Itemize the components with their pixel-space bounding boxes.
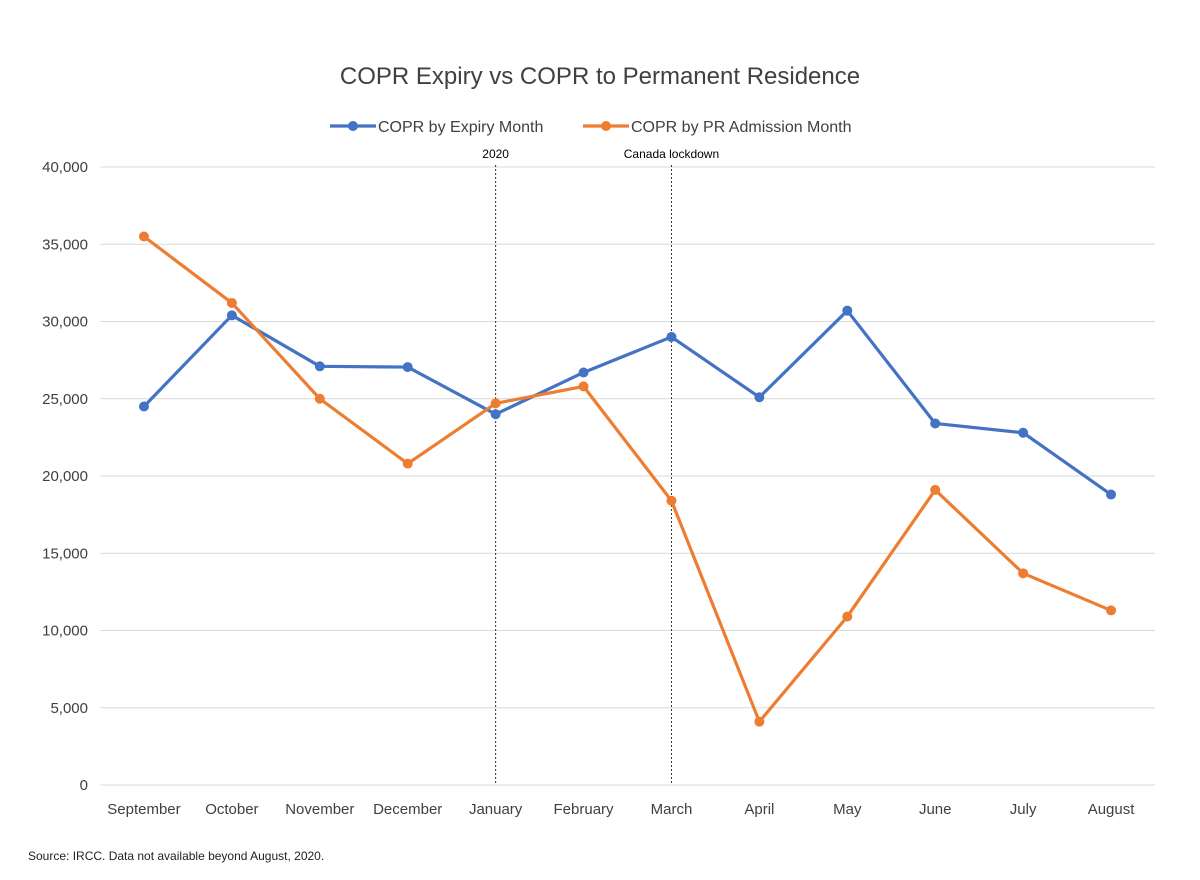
x-tick-label: July [1010, 801, 1037, 818]
data-point [490, 409, 501, 420]
data-point [314, 393, 325, 404]
chart-title: COPR Expiry vs COPR to Permanent Residen… [340, 63, 860, 90]
data-point [930, 418, 941, 429]
x-tick-label: February [554, 801, 615, 818]
legend-swatch-marker [601, 121, 611, 131]
data-point [226, 310, 237, 321]
data-point [578, 367, 589, 378]
data-point [754, 716, 765, 727]
y-tick-label: 40,000 [42, 159, 88, 176]
y-tick-label: 35,000 [42, 236, 88, 253]
x-tick-label: March [651, 801, 693, 818]
data-point [314, 361, 325, 372]
y-tick-label: 0 [80, 777, 88, 794]
source-note: Source: IRCC. Data not available beyond … [28, 849, 325, 863]
y-tick-label: 30,000 [42, 314, 88, 331]
y-tick-label: 10,000 [42, 623, 88, 640]
data-point [138, 231, 149, 242]
data-point [842, 611, 853, 622]
data-point [1018, 427, 1029, 438]
x-tick-label: June [919, 801, 952, 818]
data-point [842, 305, 853, 316]
y-tick-label: 25,000 [42, 391, 88, 408]
x-tick-label: September [107, 801, 180, 818]
data-point [666, 331, 677, 342]
legend-swatch-marker [348, 121, 358, 131]
series-line-1 [142, 235, 1112, 724]
data-point [1018, 568, 1029, 579]
x-tick-label: April [744, 801, 774, 818]
y-tick-label: 15,000 [42, 545, 88, 562]
x-tick-label: January [469, 801, 523, 818]
legend-label: COPR by Expiry Month [378, 119, 543, 136]
x-tick-label: November [285, 801, 354, 818]
data-point [490, 398, 501, 409]
series-line-0 [142, 309, 1112, 496]
data-point [754, 392, 765, 403]
data-point [578, 381, 589, 392]
annotation-label: 2020 [482, 147, 509, 161]
legend-label: COPR by PR Admission Month [631, 119, 852, 136]
x-tick-label: December [373, 801, 442, 818]
data-point [666, 495, 677, 506]
data-point [1106, 605, 1117, 616]
data-point [1106, 489, 1117, 500]
data-point [138, 401, 149, 412]
y-tick-label: 5,000 [50, 700, 88, 717]
y-tick-label: 20,000 [42, 468, 88, 485]
data-point [226, 297, 237, 308]
data-point [402, 362, 413, 373]
x-tick-label: October [205, 801, 258, 818]
data-point [402, 458, 413, 469]
x-tick-label: May [833, 801, 862, 818]
data-point [930, 484, 941, 495]
x-tick-label: August [1088, 801, 1136, 818]
annotation-label: Canada lockdown [624, 147, 719, 161]
